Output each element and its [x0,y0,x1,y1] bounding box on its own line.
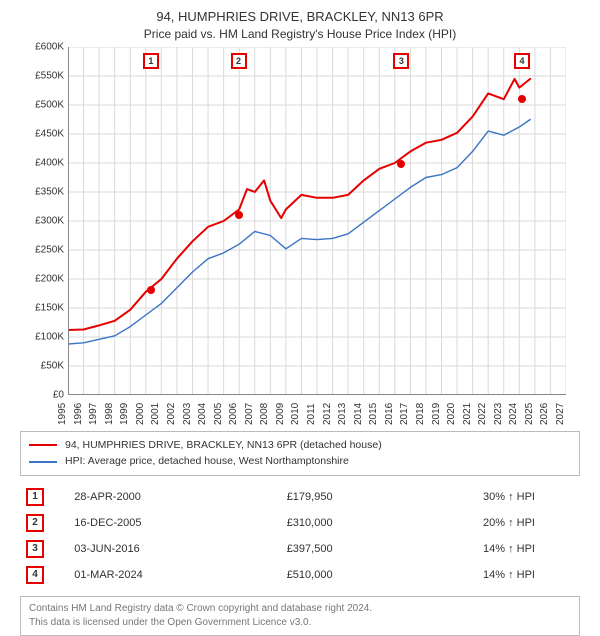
legend-label: HPI: Average price, detached house, West… [65,453,349,470]
x-axis-label: 2026 [539,402,541,424]
x-axis-label: 2022 [477,402,479,424]
footer-line-2: This data is licensed under the Open Gov… [29,616,571,630]
y-axis-label: £500K [20,99,64,110]
tx-vs-hpi: 14% ↑ HPI [477,538,580,560]
tx-marker: 3 [26,540,44,558]
legend-swatch [29,461,57,463]
x-axis-label: 2000 [135,402,137,424]
footer-attribution: Contains HM Land Registry data © Crown c… [20,596,580,636]
x-axis-label: 2012 [321,402,323,424]
x-axis-label: 2007 [244,402,246,424]
x-axis-label: 2014 [353,402,355,424]
y-axis-label: £550K [20,70,64,81]
legend-item: HPI: Average price, detached house, West… [29,453,571,470]
x-axis-label: 1999 [119,402,121,424]
tx-date: 01-MAR-2024 [68,564,280,586]
y-axis-label: £250K [20,244,64,255]
footer-line-1: Contains HM Land Registry data © Crown c… [29,602,571,616]
tx-vs-hpi: 30% ↑ HPI [477,486,580,508]
tx-marker-cell: 4 [20,564,68,586]
y-axis-label: £100K [20,331,64,342]
tx-marker-cell: 1 [20,486,68,508]
x-axis-label: 2015 [368,402,370,424]
y-axis-label: £0 [20,389,64,400]
tx-marker-cell: 2 [20,512,68,534]
y-axis-label: £400K [20,157,64,168]
x-axis-label: 2018 [415,402,417,424]
x-axis-label: 1997 [88,402,90,424]
chart-title: 94, HUMPHRIES DRIVE, BRACKLEY, NN13 6PR [6,8,594,26]
chart-subtitle: Price paid vs. HM Land Registry's House … [6,27,594,41]
transaction-row: 2 16-DEC-2005£310,00020% ↑ HPI [20,512,580,534]
x-axis-label: 2020 [446,402,448,424]
chart-legend: 94, HUMPHRIES DRIVE, BRACKLEY, NN13 6PR … [20,431,580,477]
price-chart: £0 £50K £100K £150K £200K £250K £300K £350K £400… [20,47,580,427]
tx-price: £510,000 [281,564,477,586]
y-axis-label: £300K [20,215,64,226]
x-axis-label: 2001 [150,402,152,424]
tx-marker: 4 [26,566,44,584]
transaction-row: 1 28-APR-2000£179,95030% ↑ HPI [20,486,580,508]
legend-swatch [29,444,57,446]
tx-marker: 2 [26,514,44,532]
tx-price: £397,500 [281,538,477,560]
tx-vs-hpi: 20% ↑ HPI [477,512,580,534]
x-axis-label: 1995 [57,402,59,424]
x-axis-label: 2004 [197,402,199,424]
transaction-marker: 3 [393,53,409,69]
x-axis-label: 2009 [275,402,277,424]
x-axis-label: 2010 [290,402,292,424]
plot-border [68,47,566,395]
x-axis-label: 2017 [399,402,401,424]
legend-label: 94, HUMPHRIES DRIVE, BRACKLEY, NN13 6PR … [65,437,382,454]
transaction-dot [147,286,155,294]
tx-date: 16-DEC-2005 [68,512,280,534]
tx-marker-cell: 3 [20,538,68,560]
tx-vs-hpi: 14% ↑ HPI [477,564,580,586]
y-axis-label: £200K [20,273,64,284]
x-axis-label: 1996 [72,402,74,424]
x-axis-label: 2023 [493,402,495,424]
transaction-dot [397,160,405,168]
y-axis-label: £600K [20,41,64,52]
tx-price: £310,000 [281,512,477,534]
y-axis-label: £450K [20,128,64,139]
x-axis-label: 1998 [104,402,106,424]
y-axis-label: £350K [20,186,64,197]
transaction-marker: 1 [143,53,159,69]
y-axis-label: £150K [20,302,64,313]
transactions-table: 1 28-APR-2000£179,95030% ↑ HPI 2 16-DEC-200… [20,482,580,590]
x-axis-label: 2027 [555,402,557,424]
transaction-dot [235,211,243,219]
x-axis-label: 2025 [524,402,526,424]
x-axis-label: 2016 [384,402,386,424]
x-axis-label: 2002 [166,402,168,424]
transaction-row: 3 03-JUN-2016£397,50014% ↑ HPI [20,538,580,560]
transaction-marker: 4 [514,53,530,69]
x-axis-label: 2013 [337,402,339,424]
transaction-row: 4 01-MAR-2024£510,00014% ↑ HPI [20,564,580,586]
x-axis-label: 2003 [181,402,183,424]
tx-date: 28-APR-2000 [68,486,280,508]
transaction-marker: 2 [231,53,247,69]
tx-date: 03-JUN-2016 [68,538,280,560]
x-axis-label: 2006 [228,402,230,424]
x-axis-label: 2011 [306,403,308,425]
x-axis-label: 2021 [462,402,464,424]
transaction-dot [518,95,526,103]
x-axis-label: 2019 [430,402,432,424]
x-axis-label: 2005 [213,402,215,424]
tx-price: £179,950 [281,486,477,508]
legend-item: 94, HUMPHRIES DRIVE, BRACKLEY, NN13 6PR … [29,437,571,454]
y-axis-label: £50K [20,360,64,371]
x-axis-label: 2008 [259,402,261,424]
x-axis-label: 2024 [508,402,510,424]
tx-marker: 1 [26,488,44,506]
